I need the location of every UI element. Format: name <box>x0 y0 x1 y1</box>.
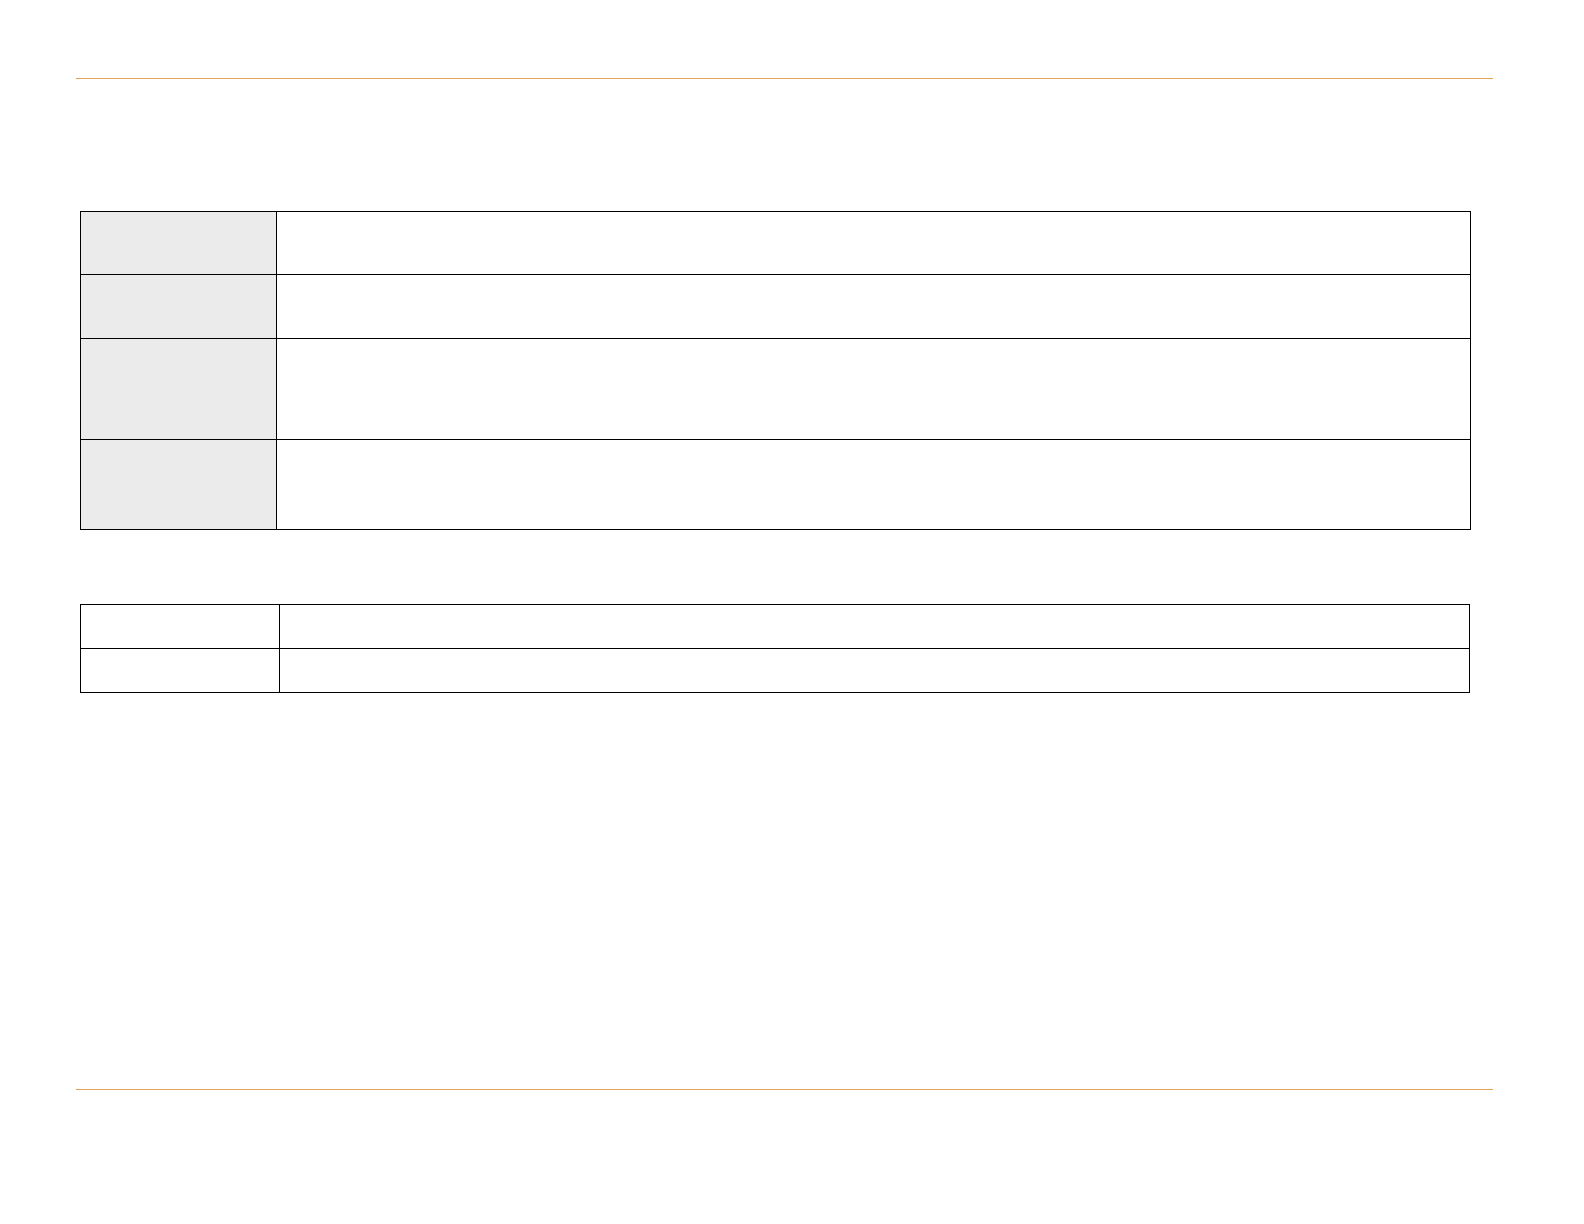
row-value <box>279 648 1470 693</box>
table-row <box>80 648 1470 693</box>
row-value <box>276 338 1471 440</box>
header-rule <box>76 78 1493 79</box>
row-label <box>80 439 277 530</box>
row-label <box>80 604 280 649</box>
row-value <box>276 274 1471 339</box>
table-row <box>80 439 1471 530</box>
table-row <box>80 338 1471 440</box>
info-table <box>80 211 1471 530</box>
row-label <box>80 211 277 275</box>
table-row <box>80 604 1470 649</box>
row-value <box>279 604 1470 649</box>
row-value <box>276 211 1471 275</box>
table-row <box>80 274 1471 339</box>
row-label <box>80 274 277 339</box>
secondary-table <box>80 604 1470 693</box>
footer-rule <box>76 1089 1493 1090</box>
table-row <box>80 211 1471 275</box>
row-value <box>276 439 1471 530</box>
row-label <box>80 338 277 440</box>
row-label <box>80 648 280 693</box>
